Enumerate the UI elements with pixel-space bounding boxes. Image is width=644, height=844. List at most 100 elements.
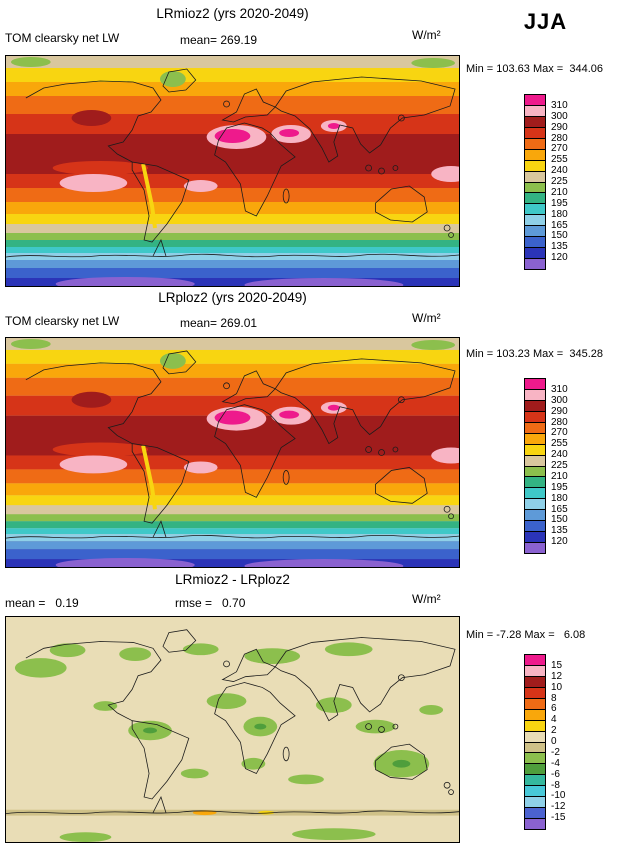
colorbar-swatches	[524, 378, 546, 554]
colorbar-tick-label: 12	[551, 670, 563, 682]
colorbar-swatch	[525, 170, 545, 182]
colorbar-swatch	[525, 126, 545, 138]
colorbar-swatches	[524, 94, 546, 270]
colorbar-swatch	[525, 807, 545, 819]
colorbar-tick-label: 210	[551, 186, 568, 198]
variable-label: TOM clearsky net LW	[5, 31, 120, 45]
colorbar-swatch	[525, 509, 545, 521]
colorbar-tick-label: 225	[551, 176, 568, 187]
colorbar-tick-label: -12	[551, 801, 566, 813]
colorbar-swatch	[525, 379, 545, 389]
colorbar-tick-label: -15	[551, 812, 566, 824]
world-map-svg	[6, 617, 459, 842]
colorbar-tick-label: 180	[551, 492, 568, 504]
season-label: JJA	[523, 9, 568, 34]
colorbar-swatch	[525, 498, 545, 510]
world-map-svg	[6, 338, 459, 567]
colorbar-tick-label: 290	[551, 121, 568, 133]
units-label: W/m²	[412, 311, 441, 325]
colorbar-tick-label: 0	[551, 736, 557, 747]
colorbar-swatch	[525, 675, 545, 687]
colorbar-swatch	[525, 763, 545, 775]
colorbar-tick-label: 2	[551, 725, 557, 737]
colorbar-swatch	[525, 542, 545, 553]
colorbar-swatch	[525, 247, 545, 259]
colorbar-swatch	[525, 465, 545, 477]
colorbar-swatch	[525, 148, 545, 160]
colorbar-tick-label: 150	[551, 514, 568, 526]
colorbar-tick-label: 120	[551, 536, 568, 548]
colorbar-tick-label: 15	[551, 659, 563, 671]
colorbar-tick-label: 180	[551, 208, 568, 220]
units-label: W/m²	[412, 28, 441, 42]
colorbar-tick-label: 290	[551, 405, 568, 417]
colorbar-swatch	[525, 432, 545, 444]
colorbar-swatch	[525, 818, 545, 829]
mean-label: mean= 269.19	[180, 33, 258, 47]
colorbar-tick-label: 225	[551, 460, 568, 471]
colorbar-swatch	[525, 697, 545, 709]
units-label: W/m²	[412, 592, 441, 606]
colorbar-swatch	[525, 421, 545, 433]
world-map-svg	[6, 56, 459, 286]
colorbar-swatch	[525, 137, 545, 149]
min-max-label: Min = -7.28 Max = 6.08	[466, 629, 586, 641]
colorbar-swatch	[525, 686, 545, 698]
colorbar-swatch	[525, 258, 545, 269]
colorbar-swatch	[525, 796, 545, 808]
colorbar-tick-label: 150	[551, 230, 568, 242]
colorbar-tick-label: 135	[551, 525, 568, 537]
colorbar-swatch	[525, 115, 545, 127]
world-map-lrmioz2	[5, 55, 460, 287]
colorbar-tick-label: 270	[551, 427, 568, 439]
colorbar-tick-label: 240	[551, 449, 568, 461]
variable-label: TOM clearsky net LW	[5, 314, 120, 328]
colorbar-tick-label: 10	[551, 681, 563, 693]
colorbar-swatch	[525, 476, 545, 488]
colorbar-tick-label: 210	[551, 470, 568, 482]
world-map-difference	[5, 616, 460, 843]
colorbar-tick-label: -8	[551, 779, 560, 791]
mean-label: mean= 269.01	[180, 316, 258, 330]
colorbar-tick-label: 240	[551, 165, 568, 177]
mean-label: mean = 0.19	[5, 596, 79, 610]
colorbar-tick-label: -6	[551, 768, 560, 780]
colorbar-tick-label: 6	[551, 703, 557, 715]
colorbar-tick-label: 195	[551, 197, 568, 209]
colorbar-lrmioz2: 310 300 290 280 270 255 240 225 210 195 180 165 150 1…	[524, 94, 594, 272]
colorbar-tick-label: 135	[551, 241, 568, 253]
colorbar-tick-label: 8	[551, 692, 557, 704]
colorbar-swatch	[525, 410, 545, 422]
colorbar-swatch	[525, 203, 545, 215]
colorbar-swatch	[525, 730, 545, 742]
colorbar-swatch	[525, 236, 545, 248]
colorbar-swatch	[525, 752, 545, 764]
colorbar-swatch	[525, 159, 545, 171]
colorbar-tick-label: 165	[551, 219, 568, 231]
rmse-label: rmse = 0.70	[175, 596, 246, 610]
panel-title: LRploz2 (yrs 2020-2049)	[158, 290, 307, 305]
colorbar-swatch	[525, 443, 545, 455]
colorbar-swatch	[525, 214, 545, 226]
colorbar-swatch	[525, 192, 545, 204]
colorbar-swatch	[525, 399, 545, 411]
colorbar-swatch	[525, 785, 545, 797]
colorbar-swatch	[525, 95, 545, 105]
colorbar-labels: 310 300 290 280 270 255 240 225 210 195 180 165 150 1…	[551, 95, 593, 271]
colorbar-tick-label: 255	[551, 438, 568, 450]
panel-title: LRmioz2 (yrs 2020-2049)	[156, 6, 309, 21]
colorbar-labels: 15 12 10 8 6 4 2 0 -2 -4 -6 -8 -10 -12 -15	[551, 655, 593, 831]
min-max-label: Min = 103.63 Max = 344.06	[466, 63, 603, 75]
colorbar-tick-label: 165	[551, 503, 568, 515]
colorbar-tick-label: 300	[551, 394, 568, 406]
colorbar-tick-label: -4	[551, 757, 560, 769]
colorbar-tick-label: 280	[551, 416, 568, 428]
min-max-label: Min = 103.23 Max = 345.28	[466, 348, 603, 360]
colorbar-swatches	[524, 654, 546, 830]
colorbar-tick-label: 4	[551, 714, 557, 726]
colorbar-swatch	[525, 708, 545, 720]
colorbar-tick-label: 270	[551, 143, 568, 155]
colorbar-tick-label: 300	[551, 110, 568, 122]
colorbar-swatch	[525, 774, 545, 786]
